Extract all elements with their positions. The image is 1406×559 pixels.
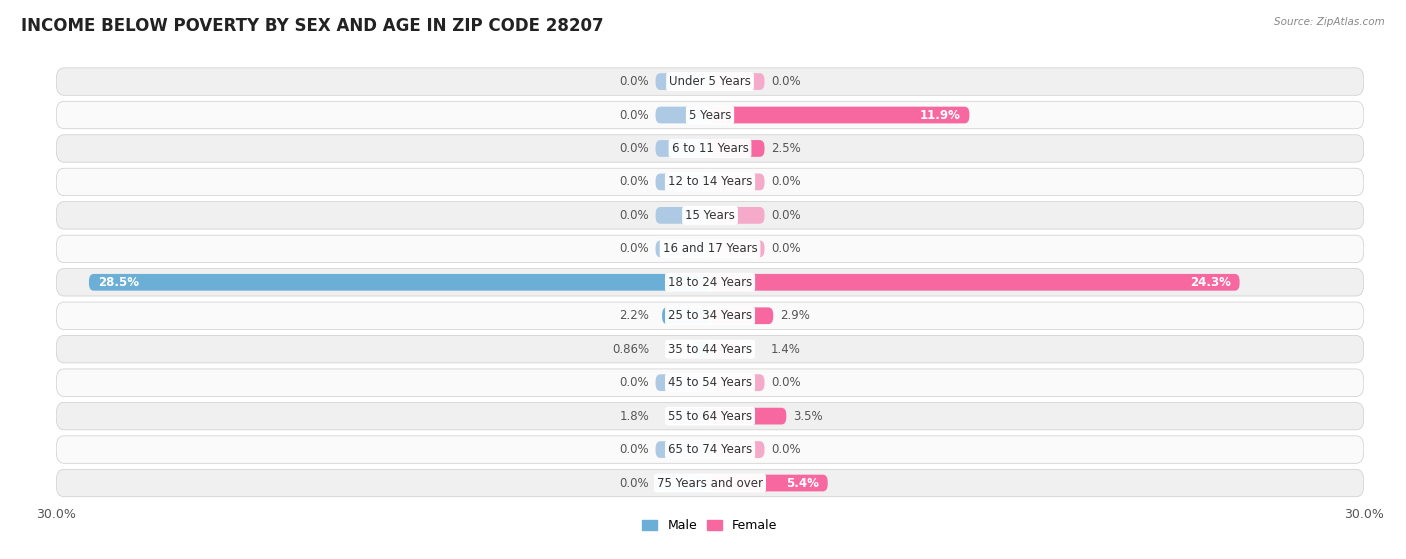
Text: 65 to 74 Years: 65 to 74 Years [668,443,752,456]
Text: 75 Years and over: 75 Years and over [657,476,763,490]
FancyBboxPatch shape [655,173,710,190]
FancyBboxPatch shape [56,268,1364,296]
Text: 0.0%: 0.0% [770,243,800,255]
FancyBboxPatch shape [710,408,786,424]
Text: 55 to 64 Years: 55 to 64 Years [668,410,752,423]
Text: 18 to 24 Years: 18 to 24 Years [668,276,752,289]
FancyBboxPatch shape [56,302,1364,329]
Text: 0.0%: 0.0% [770,376,800,389]
FancyBboxPatch shape [710,475,828,491]
Text: 35 to 44 Years: 35 to 44 Years [668,343,752,356]
Text: 0.0%: 0.0% [620,443,650,456]
FancyBboxPatch shape [56,470,1364,497]
FancyBboxPatch shape [710,140,765,157]
Text: 2.2%: 2.2% [619,309,650,322]
FancyBboxPatch shape [89,274,710,291]
Text: 28.5%: 28.5% [97,276,139,289]
Text: 0.0%: 0.0% [620,376,650,389]
Text: 3.5%: 3.5% [793,410,823,423]
Text: 2.5%: 2.5% [770,142,801,155]
FancyBboxPatch shape [655,107,710,124]
Text: 0.0%: 0.0% [620,108,650,121]
Text: 0.0%: 0.0% [620,476,650,490]
Text: 45 to 54 Years: 45 to 54 Years [668,376,752,389]
Text: 12 to 14 Years: 12 to 14 Years [668,176,752,188]
FancyBboxPatch shape [710,207,765,224]
FancyBboxPatch shape [56,202,1364,229]
Text: 0.0%: 0.0% [770,176,800,188]
FancyBboxPatch shape [710,173,765,190]
Text: 0.0%: 0.0% [770,209,800,222]
FancyBboxPatch shape [56,101,1364,129]
FancyBboxPatch shape [710,73,765,90]
FancyBboxPatch shape [662,307,710,324]
FancyBboxPatch shape [710,274,1240,291]
Text: 5 Years: 5 Years [689,108,731,121]
Text: 16 and 17 Years: 16 and 17 Years [662,243,758,255]
FancyBboxPatch shape [56,369,1364,396]
Text: 0.0%: 0.0% [620,209,650,222]
FancyBboxPatch shape [710,307,773,324]
Text: 1.4%: 1.4% [770,343,801,356]
Text: 25 to 34 Years: 25 to 34 Years [668,309,752,322]
Text: 0.0%: 0.0% [620,142,650,155]
FancyBboxPatch shape [56,335,1364,363]
Text: 24.3%: 24.3% [1189,276,1230,289]
FancyBboxPatch shape [56,436,1364,463]
Text: 0.0%: 0.0% [620,176,650,188]
Text: Under 5 Years: Under 5 Years [669,75,751,88]
Text: 15 Years: 15 Years [685,209,735,222]
Text: 0.86%: 0.86% [612,343,650,356]
FancyBboxPatch shape [56,135,1364,162]
Text: 1.8%: 1.8% [619,410,650,423]
FancyBboxPatch shape [655,375,710,391]
FancyBboxPatch shape [692,341,710,358]
FancyBboxPatch shape [655,207,710,224]
FancyBboxPatch shape [710,341,741,358]
Text: 5.4%: 5.4% [786,476,818,490]
FancyBboxPatch shape [56,168,1364,196]
Text: INCOME BELOW POVERTY BY SEX AND AGE IN ZIP CODE 28207: INCOME BELOW POVERTY BY SEX AND AGE IN Z… [21,17,603,35]
FancyBboxPatch shape [56,68,1364,95]
Legend: Male, Female: Male, Female [643,519,778,532]
Text: 0.0%: 0.0% [620,75,650,88]
FancyBboxPatch shape [655,240,710,257]
FancyBboxPatch shape [655,140,710,157]
FancyBboxPatch shape [710,375,765,391]
Text: 6 to 11 Years: 6 to 11 Years [672,142,748,155]
FancyBboxPatch shape [671,408,710,424]
FancyBboxPatch shape [56,235,1364,263]
FancyBboxPatch shape [710,107,969,124]
FancyBboxPatch shape [655,73,710,90]
Text: 0.0%: 0.0% [770,75,800,88]
FancyBboxPatch shape [710,441,765,458]
FancyBboxPatch shape [710,240,765,257]
FancyBboxPatch shape [655,441,710,458]
FancyBboxPatch shape [56,402,1364,430]
Text: 0.0%: 0.0% [620,243,650,255]
Text: Source: ZipAtlas.com: Source: ZipAtlas.com [1274,17,1385,27]
Text: 11.9%: 11.9% [920,108,960,121]
Text: 2.9%: 2.9% [780,309,810,322]
Text: 0.0%: 0.0% [770,443,800,456]
FancyBboxPatch shape [655,475,710,491]
